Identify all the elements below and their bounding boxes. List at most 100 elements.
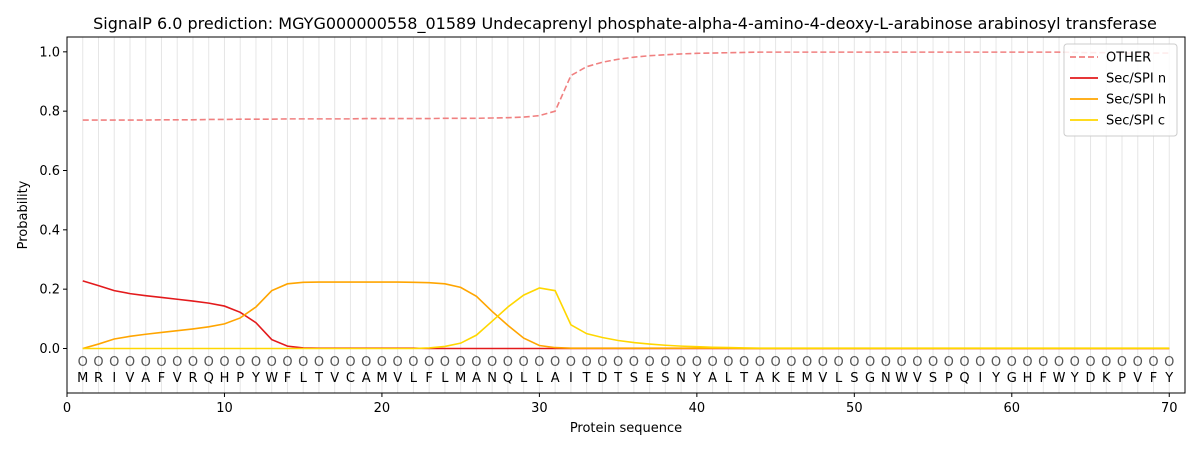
residue-label: A bbox=[141, 371, 150, 386]
region-marker: O bbox=[1101, 355, 1111, 370]
region-marker: O bbox=[849, 355, 859, 370]
region-marker: O bbox=[235, 355, 245, 370]
region-marker: O bbox=[377, 355, 387, 370]
residue-label: R bbox=[188, 371, 197, 386]
residue-label: R bbox=[94, 371, 103, 386]
series-line-0 bbox=[82, 51, 1170, 121]
region-marker: O bbox=[865, 355, 875, 370]
y-tick-label: 0.0 bbox=[39, 342, 60, 357]
region-marker: O bbox=[833, 355, 843, 370]
region-marker: O bbox=[1054, 355, 1064, 370]
region-marker: O bbox=[881, 355, 891, 370]
residue-label: Y bbox=[991, 371, 1000, 386]
region-marker: O bbox=[471, 355, 481, 370]
series-group bbox=[82, 51, 1170, 350]
residue-label: E bbox=[787, 371, 795, 386]
residue-label: A bbox=[755, 371, 764, 386]
residue-label: V bbox=[173, 371, 182, 386]
region-marker: O bbox=[896, 355, 906, 370]
legend: OTHER Sec/SPI n Sec/SPI h Sec/SPI c bbox=[1063, 43, 1178, 137]
residue-label: S bbox=[630, 371, 638, 386]
region-marker: O bbox=[1085, 355, 1095, 370]
y-axis-ticks: 0.0 0.2 0.4 0.6 0.8 1.0 bbox=[39, 45, 67, 357]
x-axis-ticks: 0 10 20 30 40 50 60 70 bbox=[63, 393, 1178, 416]
residue-label: V bbox=[818, 371, 827, 386]
region-marker: O bbox=[282, 355, 292, 370]
vertical-grid bbox=[82, 37, 1170, 393]
residue-label: D bbox=[1086, 371, 1096, 386]
residue-label: Q bbox=[959, 371, 969, 386]
region-marker: O bbox=[141, 355, 151, 370]
residue-label: Y bbox=[251, 371, 260, 386]
region-marker: O bbox=[1133, 355, 1143, 370]
region-marker: O bbox=[566, 355, 576, 370]
region-marker: O bbox=[534, 355, 544, 370]
residue-label: V bbox=[330, 371, 339, 386]
y-axis-label: Probability bbox=[16, 180, 31, 249]
region-marker: O bbox=[204, 355, 214, 370]
region-marker: O bbox=[1038, 355, 1048, 370]
region-marker: O bbox=[818, 355, 828, 370]
x-tick-label: 50 bbox=[846, 401, 863, 416]
residue-label: S bbox=[661, 371, 669, 386]
residue-label: N bbox=[487, 371, 497, 386]
residue-label: L bbox=[441, 371, 449, 386]
region-marker: O bbox=[912, 355, 922, 370]
residue-label: T bbox=[739, 371, 748, 386]
legend-label: OTHER bbox=[1106, 51, 1151, 66]
region-marker: O bbox=[975, 355, 985, 370]
residue-label: L bbox=[300, 371, 308, 386]
region-marker: O bbox=[361, 355, 371, 370]
region-marker: O bbox=[109, 355, 119, 370]
residue-label: A bbox=[362, 371, 371, 386]
x-tick-label: 30 bbox=[531, 401, 548, 416]
residue-label: N bbox=[676, 371, 686, 386]
region-marker: O bbox=[188, 355, 198, 370]
y-tick-label: 1.0 bbox=[39, 45, 60, 60]
residue-label: Y bbox=[692, 371, 701, 386]
residue-label: F bbox=[158, 371, 165, 386]
region-marker: O bbox=[172, 355, 182, 370]
region-marker: O bbox=[645, 355, 655, 370]
residue-label: M bbox=[455, 371, 466, 386]
region-marker: O bbox=[692, 355, 702, 370]
region-marker: O bbox=[267, 355, 277, 370]
y-tick-label: 0.6 bbox=[39, 164, 60, 179]
region-marker: O bbox=[613, 355, 623, 370]
residue-label: G bbox=[865, 371, 875, 386]
series-line-3 bbox=[82, 287, 1170, 350]
residue-label: M bbox=[376, 371, 387, 386]
region-marker: O bbox=[503, 355, 513, 370]
residue-label: H bbox=[220, 371, 230, 386]
residue-label: L bbox=[536, 371, 544, 386]
region-marker: O bbox=[424, 355, 434, 370]
region-marker: O bbox=[991, 355, 1001, 370]
residue-label: A bbox=[708, 371, 717, 386]
residue-label: H bbox=[1023, 371, 1033, 386]
y-tick-label: 0.8 bbox=[39, 105, 60, 120]
residue-label: F bbox=[1040, 371, 1047, 386]
chart-title: SignalP 6.0 prediction: MGYG000000558_01… bbox=[93, 14, 1157, 34]
region-marker: O bbox=[723, 355, 733, 370]
residue-label: P bbox=[945, 371, 953, 386]
residue-label: L bbox=[410, 371, 418, 386]
residue-label: M bbox=[77, 371, 88, 386]
residue-label: F bbox=[284, 371, 291, 386]
region-marker: O bbox=[1148, 355, 1158, 370]
residue-label: G bbox=[1007, 371, 1017, 386]
residue-label: W bbox=[895, 371, 908, 386]
region-marker: O bbox=[251, 355, 261, 370]
residue-label: T bbox=[582, 371, 591, 386]
residue-label: C bbox=[346, 371, 355, 386]
region-marker: O bbox=[928, 355, 938, 370]
region-marker: O bbox=[1164, 355, 1174, 370]
x-tick-label: 10 bbox=[216, 401, 233, 416]
region-marker: O bbox=[959, 355, 969, 370]
x-axis-label: Protein sequence bbox=[570, 421, 682, 436]
residue-label: Y bbox=[1164, 371, 1173, 386]
x-tick-label: 40 bbox=[689, 401, 706, 416]
legend-box bbox=[1063, 43, 1178, 137]
residue-label: T bbox=[314, 371, 323, 386]
residue-label: V bbox=[913, 371, 922, 386]
